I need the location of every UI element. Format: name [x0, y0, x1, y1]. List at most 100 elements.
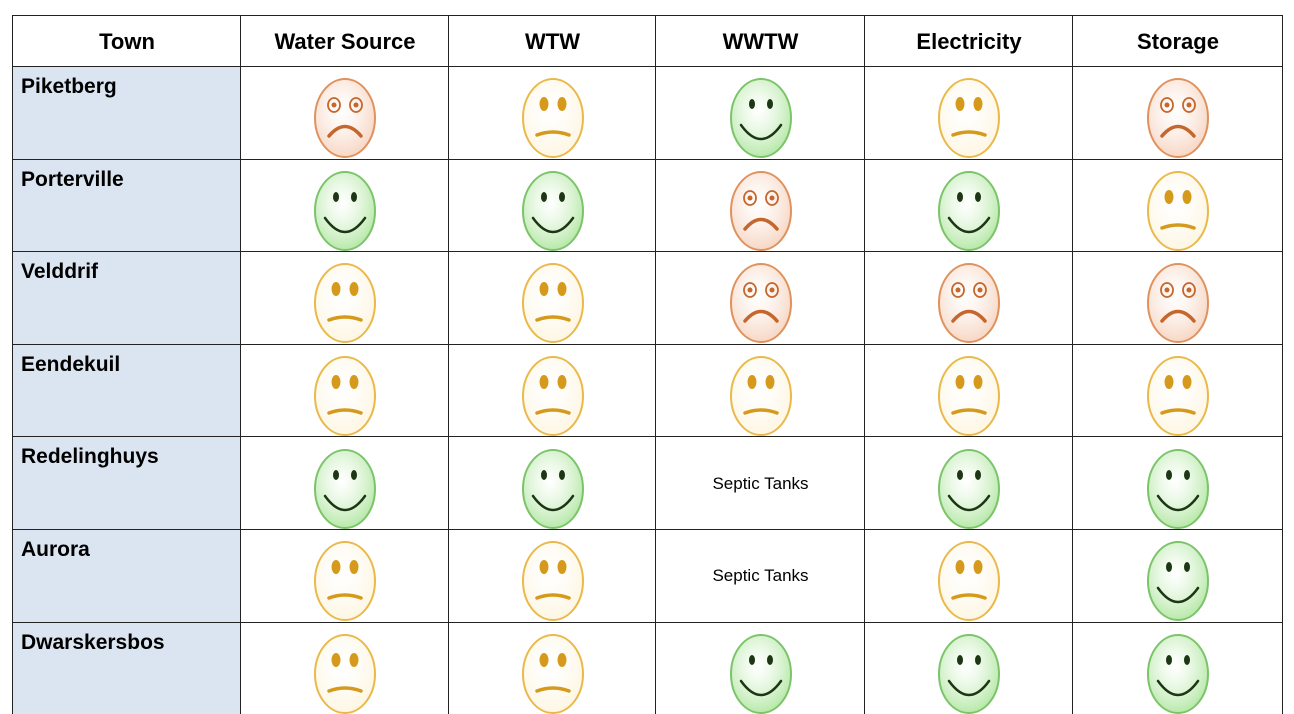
- header-cell: Storage: [1072, 15, 1283, 67]
- face: [314, 541, 376, 622]
- face-cell: [655, 621, 865, 714]
- mouth: [951, 408, 987, 415]
- pupil: [353, 102, 359, 108]
- face-icon: [729, 633, 792, 714]
- town-cell: Porterville: [12, 158, 241, 253]
- eye: [748, 654, 755, 665]
- face-icon: [1147, 356, 1209, 437]
- face-icon: [938, 633, 1000, 714]
- town-cell: Eendekuil: [12, 343, 241, 438]
- face-icon: [521, 541, 584, 622]
- eye: [973, 97, 983, 112]
- face-cell: [864, 158, 1073, 253]
- town-cell: Velddrif: [12, 251, 241, 345]
- face-icon: [729, 170, 792, 251]
- face: [521, 78, 584, 159]
- face: [314, 170, 376, 251]
- face-icon: [938, 170, 1000, 251]
- eye: [349, 560, 359, 575]
- face-cell: [655, 158, 865, 253]
- face: [938, 633, 1000, 714]
- header-cell: Electricity: [864, 15, 1073, 67]
- eye: [557, 282, 566, 297]
- eye: [748, 99, 755, 110]
- face: [314, 448, 376, 529]
- face-cell: [240, 529, 449, 623]
- face-icon: [314, 633, 376, 714]
- pupil: [955, 287, 961, 293]
- mouth: [327, 315, 363, 323]
- eye: [742, 282, 757, 299]
- face-cell: [655, 66, 865, 160]
- face: [1147, 170, 1209, 251]
- face-icon: [1147, 263, 1209, 344]
- face: [1147, 263, 1209, 344]
- eye: [557, 375, 566, 390]
- eye: [975, 469, 981, 480]
- face: [521, 263, 584, 344]
- pupil: [747, 195, 752, 201]
- eye: [973, 375, 983, 390]
- eye: [765, 375, 774, 390]
- eye: [1182, 282, 1196, 299]
- face-cell: [240, 251, 449, 345]
- face-cell: [448, 529, 656, 623]
- face-cell: [864, 529, 1073, 623]
- face-icon: [938, 356, 1000, 437]
- face-cell: [1072, 158, 1283, 253]
- eye: [540, 469, 547, 480]
- face-icon: [938, 448, 1000, 529]
- mouth: [947, 679, 991, 697]
- mouth: [739, 124, 782, 141]
- pupil: [769, 287, 774, 293]
- eye: [557, 560, 566, 575]
- eye: [1184, 469, 1190, 480]
- eye: [955, 560, 965, 575]
- eye: [975, 191, 981, 202]
- eye: [955, 375, 965, 390]
- note-cell: Septic Tanks: [655, 436, 865, 530]
- eye: [973, 282, 987, 299]
- table-right-border: [1282, 15, 1283, 714]
- mouth: [1160, 310, 1196, 324]
- town-cell: Piketberg: [12, 66, 241, 160]
- face: [729, 633, 792, 714]
- eye: [349, 97, 363, 114]
- face-cell: [448, 66, 656, 160]
- face-cell: [448, 158, 656, 253]
- mouth: [739, 679, 782, 697]
- face-cell: [448, 343, 656, 438]
- face: [521, 356, 584, 437]
- mouth: [951, 310, 987, 324]
- pupil: [1164, 102, 1170, 108]
- eye: [764, 282, 779, 299]
- mouth: [534, 593, 571, 601]
- face: [521, 448, 584, 529]
- face-icon: [314, 448, 376, 529]
- eye: [955, 97, 965, 112]
- face: [938, 170, 1000, 251]
- face: [1147, 541, 1209, 622]
- face-cell: [240, 436, 449, 530]
- face-cell: [1072, 66, 1283, 160]
- face-cell: [240, 158, 449, 253]
- eye: [1184, 654, 1190, 665]
- eye: [1160, 282, 1174, 299]
- note-cell: Septic Tanks: [655, 529, 865, 623]
- face-cell: [864, 251, 1073, 345]
- mouth: [1156, 494, 1200, 511]
- mouth: [951, 593, 987, 601]
- town-cell: Dwarskersbos: [12, 621, 241, 714]
- face-cell: [1072, 621, 1283, 714]
- eye: [747, 375, 756, 390]
- mouth: [327, 408, 363, 415]
- eye: [539, 282, 548, 297]
- mouth: [1160, 223, 1196, 230]
- face: [938, 448, 1000, 529]
- face-icon: [729, 356, 792, 437]
- face: [521, 170, 584, 251]
- eye: [957, 191, 963, 202]
- mouth: [1156, 679, 1200, 697]
- face-cell: [864, 621, 1073, 714]
